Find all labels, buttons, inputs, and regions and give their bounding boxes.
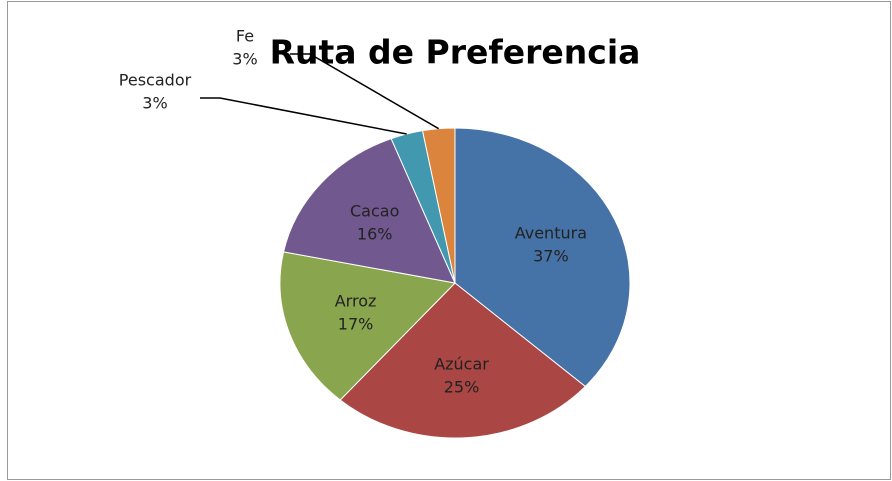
- data-label-value: 37%: [533, 247, 569, 266]
- data-label-name: Azúcar: [434, 354, 489, 373]
- data-label-value: 3%: [142, 94, 167, 113]
- data-label-value: 25%: [444, 377, 480, 396]
- chart-title: Ruta de Preferencia: [270, 33, 641, 72]
- pie-slice: [279, 251, 457, 401]
- data-label-value: 17%: [338, 314, 374, 333]
- data-label-name: Pescador: [119, 71, 192, 90]
- pie-slice: [421, 127, 456, 284]
- data-label-value: 3%: [232, 50, 257, 69]
- pie-slice: [282, 138, 456, 284]
- data-label-name: Fe: [236, 27, 254, 46]
- data-label-name: Cacao: [350, 202, 399, 221]
- leader-line: [200, 97, 407, 135]
- data-label-name: Arroz: [335, 291, 377, 310]
- leader-line: [290, 53, 440, 130]
- data-label-value: 16%: [357, 225, 393, 244]
- pie-slice: [454, 127, 631, 388]
- pie-slice: [339, 282, 587, 439]
- data-label-name: Aventura: [515, 224, 587, 243]
